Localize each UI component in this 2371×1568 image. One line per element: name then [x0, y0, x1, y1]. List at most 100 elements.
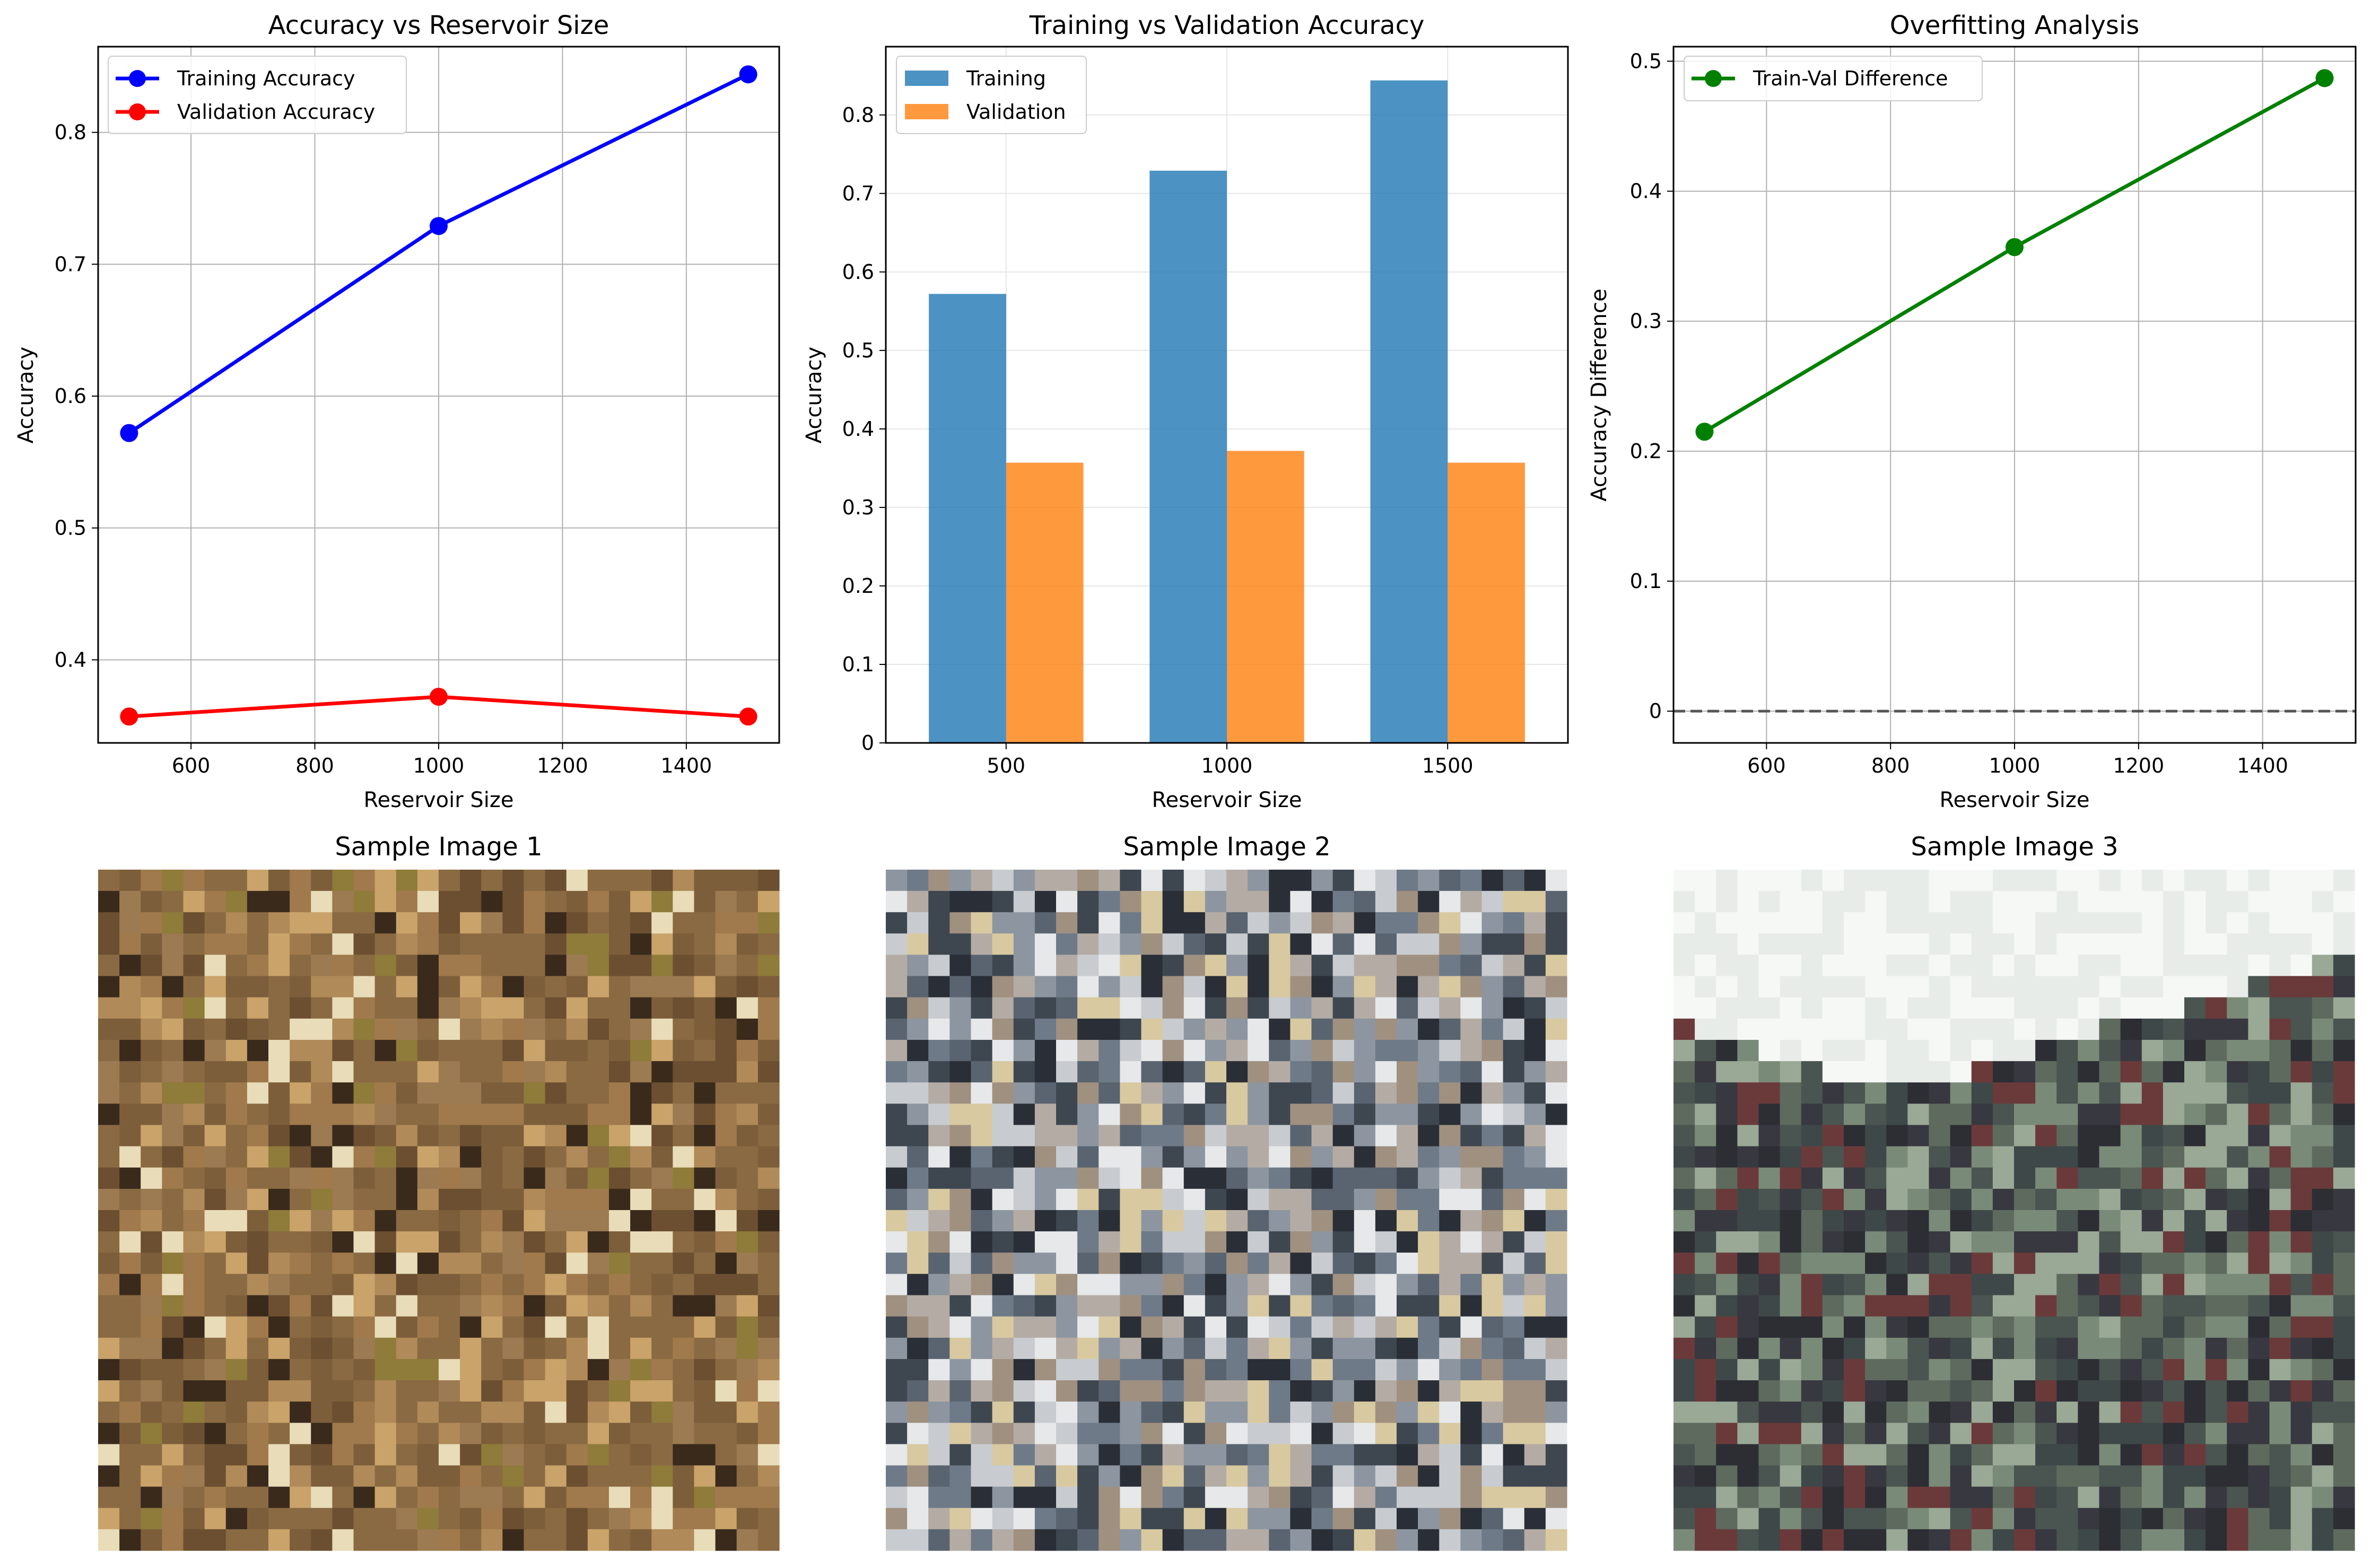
sample-image-2-pixel [1077, 1529, 1099, 1551]
sample-image-3-pixel [1673, 1486, 1695, 1509]
sample-image-3-pixel [1886, 912, 1908, 934]
sample-image-2-pixel [949, 1316, 972, 1338]
sample-image-3-pixel [2163, 1146, 2185, 1168]
sample-image-1-pixel [609, 1061, 631, 1083]
sample-image-2-pixel [1503, 1125, 1525, 1147]
sample-image-1-pixel [417, 1040, 439, 1062]
sample-image-2-pixel [1056, 1295, 1078, 1317]
sample-image-3-pixel [2120, 1337, 2142, 1360]
sample-image-2-pixel [1120, 1061, 1142, 1083]
sample-image-2-pixel [992, 1529, 1014, 1551]
sample-image-1-pixel [545, 1274, 567, 1296]
sample-image-3-pixel [1929, 1423, 1951, 1444]
sample-image-1-pixel [204, 1316, 226, 1338]
sample-image-2-pixel [1077, 1210, 1099, 1232]
sample-image-2-pixel [1077, 1423, 1099, 1444]
sample-image-1-pixel [630, 1082, 652, 1104]
plot3-legend-marker-difference [1705, 70, 1722, 87]
sample-image-1-pixel [694, 1337, 716, 1360]
sample-image-2-pixel [1162, 1167, 1184, 1189]
sample-image-1-pixel [651, 1188, 673, 1211]
sample-image-1-pixel [374, 1040, 397, 1062]
sample-image-3-pixel [2120, 1380, 2142, 1402]
sample-image-2-pixel [886, 1380, 908, 1402]
sample-image-2-pixel [1099, 1252, 1120, 1274]
sample-image-3-pixel [1716, 1231, 1738, 1253]
sample-image-2-pixel [1205, 1231, 1227, 1253]
sample-image-3-pixel [2290, 1444, 2313, 1466]
sample-image-1-pixel [630, 870, 652, 891]
sample-image-3-pixel [2184, 1082, 2206, 1104]
sample-image-3-pixel [1695, 1423, 1716, 1444]
sample-image-3-pixel [2227, 1103, 2248, 1126]
sample-image-2-pixel [1226, 1061, 1248, 1083]
sample-image-1-pixel [481, 870, 503, 891]
sample-image-3-pixel [2333, 997, 2355, 1019]
sample-image-2-pixel [1013, 1380, 1035, 1402]
sample-image-3-pixel [1716, 870, 1738, 891]
sample-image-1-pixel [630, 1295, 652, 1317]
sample-image-2-pixel [992, 1210, 1014, 1232]
sample-image-2-pixel [992, 870, 1014, 891]
sample-image-3-pixel [2312, 1380, 2334, 1402]
sample-image-3-pixel [2227, 1337, 2248, 1360]
sample-image-2-pixel [1354, 1359, 1376, 1381]
sample-image-3-pixel [1737, 912, 1759, 934]
sample-image-2-pixel [1418, 1401, 1440, 1423]
sample-image-1-pixel [757, 933, 780, 956]
sample-image-2-pixel [949, 1359, 972, 1381]
sample-image-1-pixel [417, 1508, 439, 1530]
sample-image-3-pixel [1971, 1316, 1993, 1338]
sample-image-1-pixel [119, 997, 141, 1019]
sample-image-3-pixel [1695, 891, 1716, 913]
sample-image-3-pixel [1780, 997, 1802, 1019]
sample-image-2-pixel [1120, 1274, 1142, 1296]
sample-image-1-pixel [715, 954, 737, 977]
sample-image-3-pixel [2333, 1167, 2355, 1189]
sample-image-2-pixel [1269, 1125, 1291, 1147]
sample-image-1-pixel [98, 997, 120, 1019]
sample-image-1-pixel [715, 1274, 737, 1296]
sample-image-2-pixel [1248, 1040, 1269, 1062]
sample-image-1-pixel [162, 1529, 184, 1551]
sample-image-2-pixel [1290, 1274, 1312, 1296]
sample-image-1-pixel [374, 976, 397, 998]
sample-image-3-pixel [2120, 1125, 2142, 1147]
sample-image-3-pixel [1673, 976, 1695, 998]
sample-image-1-pixel [119, 1529, 141, 1551]
sample-image-1-pixel [332, 976, 354, 998]
sample-image-3-pixel [1716, 1040, 1738, 1062]
sample-image-1-pixel [736, 1508, 759, 1530]
sample-image-1-pixel [609, 1167, 631, 1189]
plot1-legend-marker-training [129, 70, 146, 87]
sample-image-2-pixel [949, 976, 972, 998]
sample-image-1-pixel [311, 1274, 333, 1296]
sample-image-1-pixel [757, 1465, 780, 1487]
sample-image-1-pixel [119, 1274, 141, 1296]
sample-image-2-pixel [1120, 1465, 1142, 1487]
sample-image-3-pixel [1673, 1380, 1695, 1402]
sample-image-2-pixel [1013, 1423, 1035, 1444]
sample-image-1-pixel [460, 1082, 482, 1104]
sample-image-2-pixel [949, 933, 972, 956]
sample-image-1-pixel [736, 1018, 759, 1040]
sample-image-2-pixel [949, 1465, 972, 1487]
sample-image-1-pixel [566, 891, 588, 913]
sample-image-3-pixel [1950, 1125, 1972, 1147]
sample-image-3-pixel [2141, 933, 2164, 956]
sample-image-1-pixel [630, 1508, 652, 1530]
sample-image-1-pixel [374, 1529, 397, 1551]
sample-image-2-pixel [886, 1508, 908, 1530]
sample-image-1-pixel [290, 1486, 311, 1509]
sample-image-2-pixel [1162, 1486, 1184, 1509]
sample-image-2-pixel [886, 1252, 908, 1274]
sample-image-1-pixel [290, 1316, 311, 1338]
sample-image-2-pixel [1248, 1380, 1269, 1402]
sample-image-2-pixel [907, 1252, 929, 1274]
sample-image-3-pixel [1865, 1210, 1887, 1232]
sample-image-2-pixel [1248, 1210, 1269, 1232]
sample-image-1-pixel [715, 1529, 737, 1551]
sample-image-1-pixel [141, 997, 162, 1019]
sample-image-3-pixel [1737, 1274, 1759, 1296]
sample-image-2-pixel [1375, 1508, 1397, 1530]
